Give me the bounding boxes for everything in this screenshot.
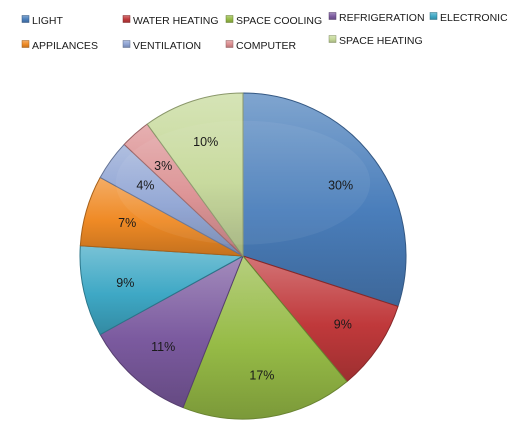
legend-label-space-heating: SPACE HEATING — [339, 35, 423, 47]
legend-label-computer: COMPUTER — [236, 40, 297, 52]
data-label-space-cooling: 17% — [249, 369, 274, 383]
legend: LIGHT WATER HEATING SPACE COOLING REFRIGERA… — [21, 12, 507, 52]
legend-item-space-heating: SPACE HEATING — [328, 35, 423, 47]
legend-label-light: LIGHT — [32, 15, 64, 27]
legend-swatch-space-heating — [328, 35, 337, 43]
data-label-water-heating: 9% — [334, 317, 352, 331]
legend-swatch-electronics — [429, 12, 438, 20]
pie — [79, 92, 407, 420]
legend-item-computer: COMPUTER — [225, 40, 297, 52]
legend-label-electronics: ELECTRONICS — [440, 12, 507, 24]
legend-swatch-computer — [225, 40, 234, 48]
legend-swatch-ventilation — [122, 40, 131, 48]
legend-item-appilances: APPILANCES — [21, 40, 98, 52]
legend-swatch-space-cooling — [225, 15, 234, 23]
legend-label-appilances: APPILANCES — [32, 40, 98, 52]
legend-item-ventilation: VENTILATION — [122, 40, 201, 52]
data-label-space-heating: 10% — [193, 135, 218, 149]
data-label-refrigeration: 11% — [151, 340, 175, 354]
legend-swatch-light — [21, 15, 30, 23]
legend-item-water-heating: WATER HEATING — [122, 15, 219, 27]
pie-slice-water-heating — [242, 255, 399, 383]
pie-slice-refrigeration — [99, 255, 244, 409]
legend-label-ventilation: VENTILATION — [133, 40, 201, 52]
legend-swatch-water-heating — [122, 15, 131, 23]
pie-slice-space-heating — [146, 92, 244, 257]
legend-label-water-heating: WATER HEATING — [133, 15, 219, 27]
legend-label-space-cooling: SPACE COOLING — [236, 15, 322, 27]
pie-gloss-highlight — [115, 120, 371, 245]
legend-label-refrigeration: REFRIGERATION — [339, 12, 425, 24]
legend-item-space-cooling: SPACE COOLING — [225, 15, 322, 27]
data-label-electronics: 9% — [116, 276, 134, 290]
data-label-light: 30% — [328, 179, 353, 193]
legend-item-refrigeration: REFRIGERATION — [328, 12, 425, 24]
data-label-computer: 3% — [154, 159, 172, 173]
data-label-ventilation: 4% — [136, 179, 154, 193]
data-label-appilances: 7% — [118, 216, 136, 230]
pie-slice-light — [242, 92, 407, 307]
pie-slice-space-cooling — [182, 255, 348, 420]
legend-item-electronics: ELECTRONICS — [429, 12, 507, 24]
legend-swatch-refrigeration — [328, 12, 337, 20]
legend-swatch-appilances — [21, 40, 30, 48]
pie-slice-electronics — [79, 245, 244, 336]
data-labels: 30% 9% 17% 11% 9% 7% 4%3% 10% — [116, 135, 353, 383]
legend-item-light: LIGHT — [21, 15, 64, 27]
